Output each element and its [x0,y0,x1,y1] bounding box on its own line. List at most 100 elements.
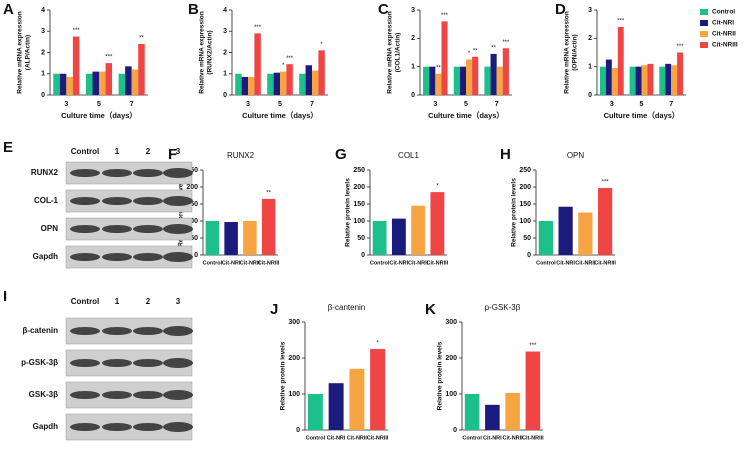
blot-band [133,327,163,335]
lane-label: 1 [115,147,120,156]
x-tick-label: Cit-NRIII [522,435,544,441]
bar [453,66,460,95]
x-tick-label: Control [536,260,556,266]
y-tick-label: 3 [588,7,592,14]
bar [525,351,541,430]
blot-band [163,196,193,206]
lane-label: Control [71,297,99,306]
bar [125,66,132,95]
bar [423,66,430,95]
lane-label: 3 [176,147,181,156]
bar [484,66,491,95]
y-tick-label: 2 [411,35,415,42]
blot-band [163,358,193,368]
panel-letter: B [188,1,199,18]
bar [92,71,99,95]
chart-title: RUNX2 [227,151,255,160]
x-tick-label: Control [203,260,223,266]
y-tick-label: 3 [411,7,415,14]
x-tick-label: 7 [310,101,314,108]
x-axis-label: Culture time（days） [61,110,137,120]
bar [280,71,287,95]
blot-band [133,169,163,177]
blot-band [70,327,100,335]
y-axis-label: Relative mRNA expression [17,11,24,94]
y-tick-label: 250 [519,167,531,174]
significance-label: ** [491,45,496,51]
bar [138,44,145,95]
y-tick-label: 50 [357,235,365,242]
bar [635,66,642,95]
y-tick-label: 2 [41,49,45,56]
x-tick-label: 7 [495,101,499,108]
panel-letter: G [335,146,347,163]
bar [241,76,248,95]
y-tick-label: 250 [353,167,365,174]
lane-label: 2 [146,297,151,306]
legend-label: Cit-NRIII [712,42,738,49]
x-tick-label: Cit-NRI [327,435,346,441]
y-axis-label: Relative mRNA expression [564,11,571,94]
y-tick-label: 0 [453,427,457,434]
x-tick-label: Cit-NRII [503,435,524,441]
significance-label: *** [254,25,262,31]
blot-band [102,253,132,261]
chart-title: β-cantenin [328,303,366,312]
bar [131,69,139,95]
x-tick-label: Cit-NRII [240,260,261,266]
blot-band [70,423,100,431]
bar [430,192,445,255]
bar [558,206,573,255]
bar [59,73,67,95]
bar [578,212,593,255]
blot-band [163,252,193,262]
bar [490,53,497,95]
blot-band [102,197,132,205]
x-tick-label: Cit-NRIII [258,260,280,266]
y-tick-label: 0 [194,252,198,259]
significance-label: ** [436,65,441,71]
blot-band [133,423,163,431]
blot-band [70,169,100,177]
panel-letter: J [270,301,278,318]
row-label: p-GSK-3β [21,358,58,367]
y-axis-label: Relative protein levels [345,178,352,247]
significance-label: *** [286,56,294,62]
blot-band [70,253,100,261]
x-tick-label: 3 [64,101,68,108]
blot-band [133,253,163,261]
legend-label: Cit-NRI [712,20,734,27]
y-tick-label: 100 [288,391,300,398]
bar [435,73,442,95]
y-tick-label: 3 [41,28,45,35]
significance-label: ** [266,190,271,196]
x-tick-label: 3 [610,101,614,108]
panel-letter: A [3,1,14,18]
row-label: COL-1 [34,196,59,205]
row-label: β-catenin [22,326,58,335]
y-tick-label: 150 [353,201,365,208]
bar [441,21,448,95]
y-tick-label: 0 [361,252,365,259]
y-tick-label: 100 [353,218,365,225]
lane-label: 2 [146,147,151,156]
y-axis-label: Relative protein levels [511,178,518,247]
panel-letter: F [168,146,177,163]
bar [372,221,387,255]
y-tick-label: 50 [523,235,531,242]
bar [267,73,274,95]
bar [99,71,106,95]
y-tick-label: 300 [288,319,300,326]
significance-label: *** [502,40,510,46]
bar [459,66,466,95]
blot-band [163,168,193,178]
blot-band [133,359,163,367]
row-label: RUNX2 [31,168,59,177]
y-tick-label: 0 [223,92,227,99]
bar [224,222,238,255]
y-axis-label: Relative mRNA expression [199,11,206,94]
y-tick-label: 300 [445,319,457,326]
blot-band [70,197,100,205]
x-tick-label: Cit-NRI [556,260,575,266]
